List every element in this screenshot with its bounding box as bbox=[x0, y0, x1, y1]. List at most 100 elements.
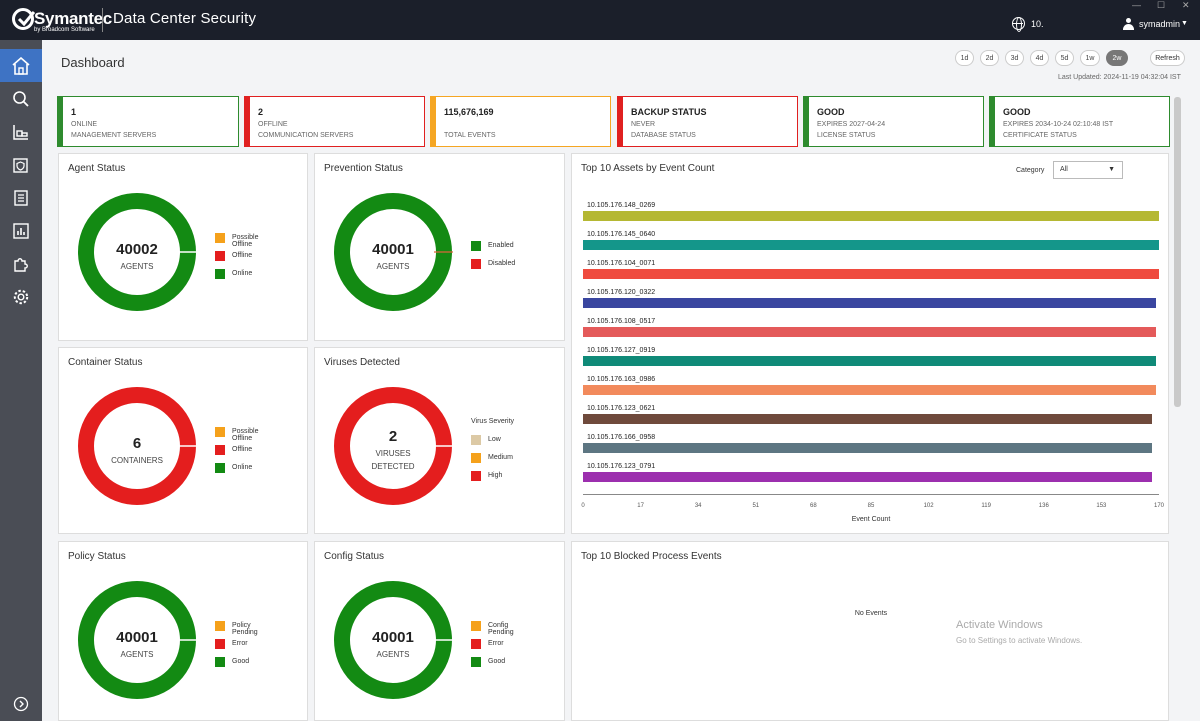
legend-swatch bbox=[471, 453, 481, 463]
legend-label: Disabled bbox=[488, 260, 516, 267]
viruses-count: 2 bbox=[388, 428, 398, 445]
legend-swatch bbox=[471, 241, 481, 251]
viruses-donut[interactable] bbox=[333, 386, 453, 506]
legend-swatch bbox=[215, 251, 225, 261]
container-status-card: Container Status 6 CONTAINERS Possible O… bbox=[58, 347, 308, 534]
bar[interactable] bbox=[583, 414, 1153, 424]
bar-label: 10.105.176.123_0621 bbox=[587, 405, 656, 412]
events-icon[interactable] bbox=[0, 181, 42, 214]
globe-icon[interactable] bbox=[1012, 16, 1025, 32]
viruses-label-1: VIRUSES bbox=[375, 449, 411, 458]
legend-item[interactable]: Medium bbox=[471, 452, 514, 470]
container-donut[interactable] bbox=[77, 386, 197, 506]
expand-icon[interactable] bbox=[0, 687, 42, 720]
legend-label: Enabled bbox=[488, 242, 514, 249]
config-count-label: AGENTS bbox=[376, 650, 410, 659]
category-label: Category bbox=[1016, 167, 1045, 174]
policies-icon[interactable] bbox=[0, 148, 42, 181]
range-1d[interactable]: 1d bbox=[955, 50, 974, 66]
search-icon[interactable] bbox=[0, 82, 42, 115]
bar[interactable] bbox=[583, 269, 1159, 279]
category-select[interactable]: All ▼ bbox=[1053, 161, 1123, 179]
legend-swatch bbox=[215, 233, 225, 243]
viruses-detected-card: Viruses Detected 2 VIRUSES DETECTED Viru… bbox=[314, 347, 565, 534]
divider bbox=[102, 8, 103, 32]
legend-label: Config Pending bbox=[488, 622, 514, 636]
chevron-down-icon[interactable]: ▼ bbox=[1181, 20, 1188, 27]
range-2d[interactable]: 2d bbox=[980, 50, 999, 66]
bar[interactable] bbox=[583, 472, 1153, 482]
bar[interactable] bbox=[583, 211, 1159, 221]
range-2w[interactable]: 2w bbox=[1106, 50, 1128, 66]
no-events-text: No Events bbox=[854, 610, 888, 617]
assets-icon[interactable] bbox=[0, 115, 42, 148]
legend-swatch bbox=[215, 427, 225, 437]
card-title: Top 10 Assets by Event Count bbox=[581, 163, 715, 174]
agent-count: 40002 bbox=[116, 241, 158, 258]
legend-swatch bbox=[215, 269, 225, 279]
bar[interactable] bbox=[583, 385, 1156, 395]
agent-donut[interactable] bbox=[77, 192, 197, 312]
card-title: Prevention Status bbox=[324, 163, 403, 174]
gear-icon[interactable] bbox=[0, 280, 42, 313]
bar[interactable] bbox=[583, 298, 1156, 308]
bar-label: 10.105.176.166_0958 bbox=[587, 434, 656, 441]
config-donut[interactable] bbox=[333, 580, 453, 700]
legend-swatch bbox=[471, 435, 481, 445]
plugins-icon[interactable] bbox=[0, 247, 42, 280]
range-3d[interactable]: 3d bbox=[1005, 50, 1024, 66]
legend-item[interactable]: Low bbox=[471, 434, 514, 452]
legend-swatch bbox=[215, 639, 225, 649]
bar[interactable] bbox=[583, 240, 1159, 250]
kpi-total-events[interactable]: 115,676,169 TOTAL EVENTS bbox=[430, 96, 611, 147]
kpi-line2: LICENSE STATUS bbox=[817, 132, 876, 139]
kpi-communication-servers[interactable]: 2 OFFLINE COMMUNICATION SERVERS bbox=[244, 96, 425, 147]
brand-name: Symantec bbox=[34, 9, 112, 28]
kpi-certificate-status[interactable]: GOOD EXPIRES 2034-10-24 02:10:48 IST CER… bbox=[989, 96, 1170, 147]
legend-item[interactable]: High bbox=[471, 470, 514, 488]
bar-label: 10.105.176.123_0791 bbox=[587, 463, 656, 470]
kpi-management-servers[interactable]: 1 ONLINE MANAGEMENT SERVERS bbox=[57, 96, 239, 147]
container-count: 6 bbox=[132, 435, 142, 452]
viruses-legend: Virus Severity Low Medium High bbox=[471, 416, 514, 488]
user-menu[interactable]: symadmin bbox=[1139, 19, 1181, 29]
bar-label: 10.105.176.104_0071 bbox=[587, 260, 656, 267]
bar-label: 10.105.176.145_0640 bbox=[587, 231, 656, 238]
config-count: 40001 bbox=[372, 629, 414, 646]
legend-label: High bbox=[488, 472, 503, 479]
kpi-line1: EXPIRES 2034-10-24 02:10:48 IST bbox=[1003, 121, 1114, 128]
kpi-database-status[interactable]: BACKUP STATUS NEVER DATABASE STATUS bbox=[617, 96, 798, 147]
range-5d[interactable]: 5d bbox=[1055, 50, 1074, 66]
home-icon[interactable] bbox=[0, 49, 42, 82]
refresh-button[interactable]: Refresh bbox=[1150, 50, 1185, 66]
minimize-icon[interactable]: — bbox=[1132, 0, 1141, 10]
kpi-value: GOOD bbox=[1003, 107, 1031, 117]
bar[interactable] bbox=[583, 443, 1153, 453]
legend-swatch bbox=[215, 463, 225, 473]
bar[interactable] bbox=[583, 356, 1156, 366]
reports-icon[interactable] bbox=[0, 214, 42, 247]
bar[interactable] bbox=[583, 327, 1156, 337]
legend-label: Error bbox=[232, 640, 248, 647]
x-tick-label: 85 bbox=[867, 503, 875, 509]
range-4d[interactable]: 4d bbox=[1030, 50, 1049, 66]
activate-windows-text: Go to Settings to activate Windows. bbox=[956, 636, 1083, 645]
prevention-donut[interactable] bbox=[333, 192, 453, 312]
kpi-line2: TOTAL EVENTS bbox=[444, 132, 496, 139]
bar-label: 10.105.176.108_0517 bbox=[587, 318, 656, 325]
x-tick-label: 0 bbox=[581, 503, 585, 509]
range-1w[interactable]: 1w bbox=[1080, 50, 1100, 66]
maximize-icon[interactable]: ☐ bbox=[1157, 0, 1166, 10]
kpi-license-status[interactable]: GOOD EXPIRES 2027-04-24 LICENSE STATUS bbox=[803, 96, 984, 147]
policy-donut[interactable] bbox=[77, 580, 197, 700]
close-icon[interactable]: ✕ bbox=[1182, 0, 1190, 10]
category-value: All bbox=[1060, 166, 1068, 173]
scrollbar[interactable] bbox=[1174, 97, 1181, 407]
config-status-card: Config Status 40001 AGENTS Config Pendin… bbox=[314, 541, 565, 721]
x-tick-label: 68 bbox=[810, 503, 817, 509]
x-tick-label: 17 bbox=[637, 503, 644, 509]
x-axis-title: Event Count bbox=[851, 516, 891, 523]
language-selector[interactable]: 10. bbox=[1031, 19, 1044, 29]
kpi-line1: EXPIRES 2027-04-24 bbox=[817, 121, 886, 128]
kpi-line1: OFFLINE bbox=[258, 121, 288, 128]
